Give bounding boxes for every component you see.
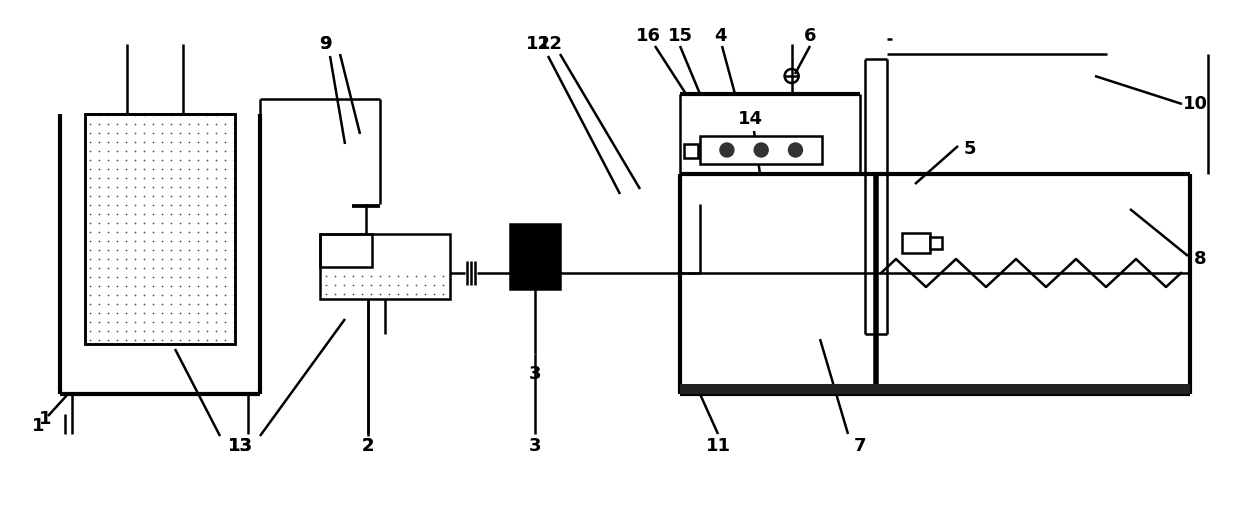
Bar xyxy=(86,114,236,344)
Bar xyxy=(510,224,560,289)
Text: 9: 9 xyxy=(319,35,331,53)
Circle shape xyxy=(789,143,802,157)
Text: 7: 7 xyxy=(854,437,867,455)
Bar xyxy=(86,114,236,344)
Text: 10: 10 xyxy=(1183,95,1208,113)
Text: 8: 8 xyxy=(1194,250,1207,268)
Text: 5: 5 xyxy=(963,140,976,158)
Text: 6: 6 xyxy=(804,27,816,45)
Text: 12: 12 xyxy=(526,35,551,53)
Text: 15: 15 xyxy=(667,27,692,45)
Text: 3: 3 xyxy=(528,437,541,455)
Bar xyxy=(320,234,450,299)
Bar xyxy=(901,233,930,253)
Text: 13: 13 xyxy=(227,437,253,455)
Circle shape xyxy=(754,143,769,157)
Text: 14: 14 xyxy=(738,110,763,128)
Bar xyxy=(930,237,942,249)
Text: 1: 1 xyxy=(32,417,45,435)
Bar xyxy=(684,144,698,158)
Text: 2: 2 xyxy=(362,437,374,455)
Text: 3: 3 xyxy=(528,365,541,383)
Bar xyxy=(701,136,822,164)
Text: 16: 16 xyxy=(635,27,661,45)
Text: 2: 2 xyxy=(362,437,374,455)
Text: 13: 13 xyxy=(227,437,253,455)
Bar xyxy=(321,266,449,298)
Text: 12: 12 xyxy=(537,35,563,53)
Bar xyxy=(320,234,372,266)
Circle shape xyxy=(720,143,734,157)
Bar xyxy=(680,384,1190,394)
Text: 4: 4 xyxy=(714,27,727,45)
Text: 1: 1 xyxy=(38,410,51,428)
Text: 11: 11 xyxy=(706,437,730,455)
Text: 9: 9 xyxy=(319,35,331,53)
